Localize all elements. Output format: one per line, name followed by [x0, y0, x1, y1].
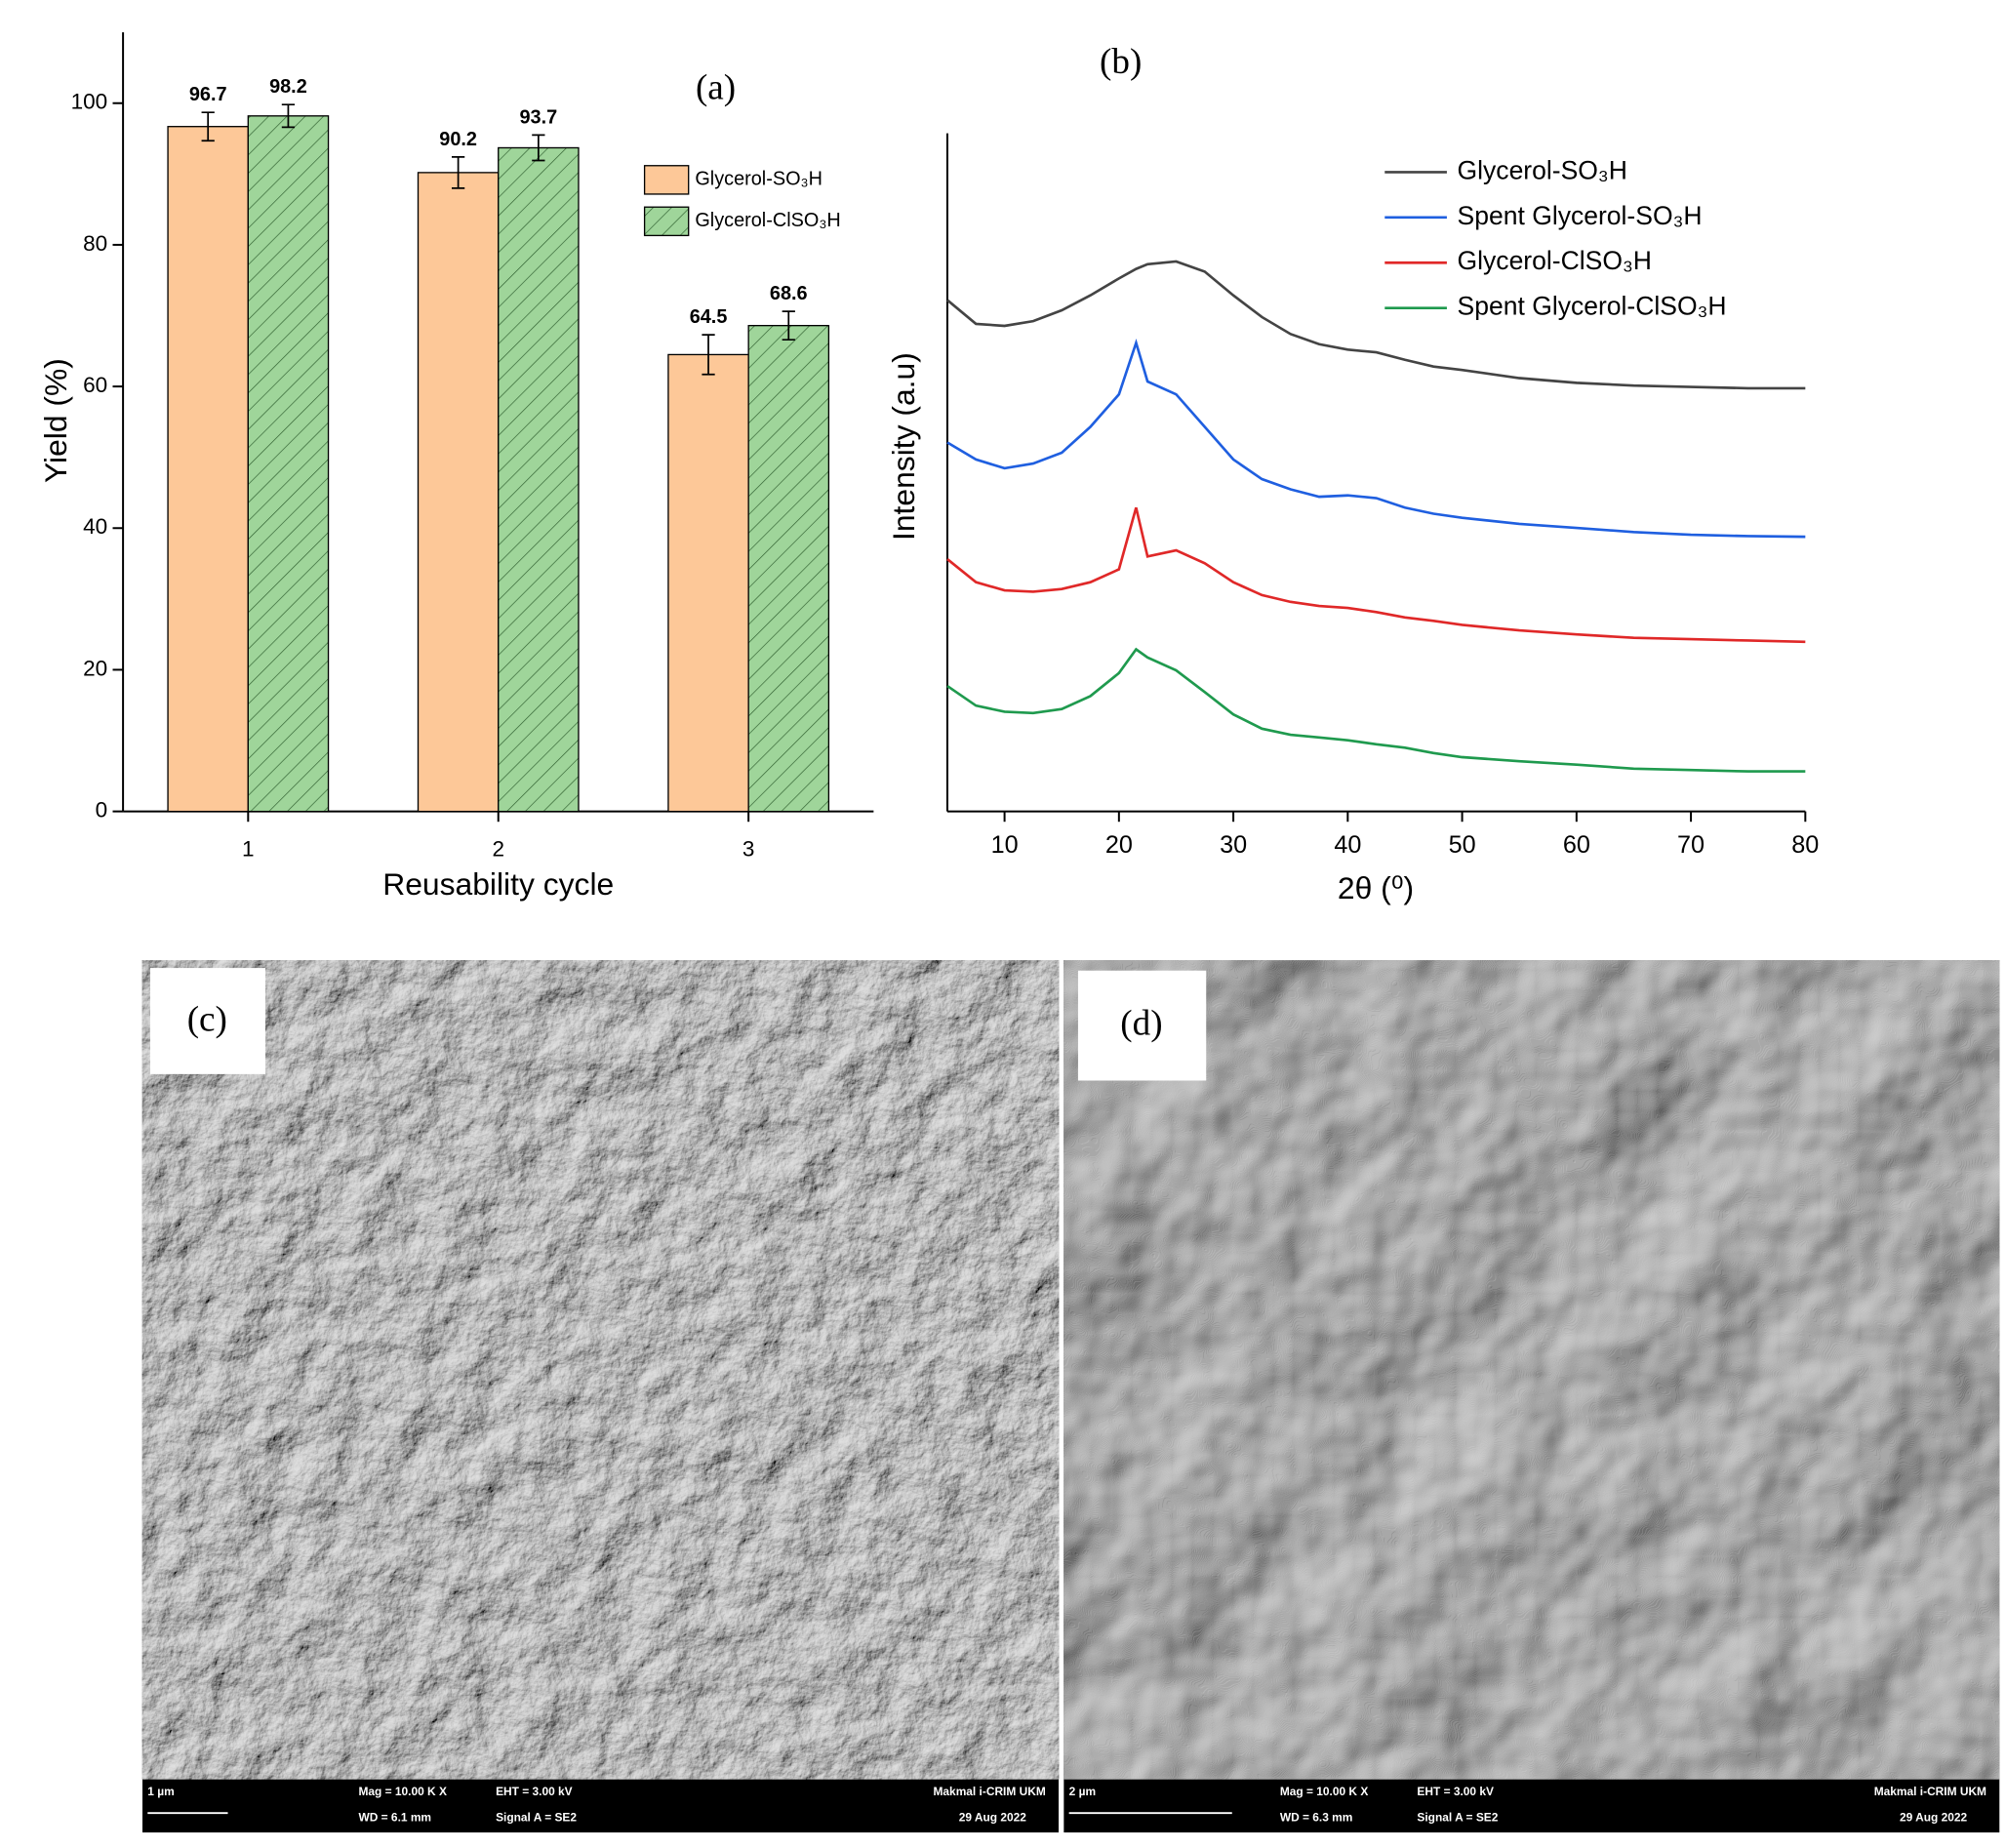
- legend-label: Glycerol-ClSO₃H: [695, 210, 840, 231]
- line-series: [946, 647, 1806, 773]
- bar: [167, 126, 249, 813]
- panel-label: (c): [187, 999, 227, 1039]
- value-label: 64.5: [690, 306, 728, 328]
- x-tick-label: 20: [1105, 831, 1133, 859]
- error-bar: [782, 310, 795, 341]
- y-tick-label: 80: [83, 231, 107, 256]
- info-bar: [141, 1779, 1060, 1833]
- x-tick-label: 3: [742, 836, 755, 861]
- sem-image: [141, 960, 1060, 1780]
- info-text: 29 Aug 2022: [959, 1811, 1027, 1825]
- info-text: EHT = 3.00 kV: [496, 1785, 573, 1798]
- info-text: EHT = 3.00 kV: [1417, 1785, 1494, 1798]
- x-tick-label: 2: [492, 836, 504, 861]
- legend-label: Glycerol-SO₃H: [695, 169, 822, 190]
- x-tick-label: 70: [1677, 831, 1705, 859]
- error-bar: [451, 156, 465, 189]
- value-label: 93.7: [520, 106, 558, 128]
- y-axis-label: Intensity (a.u): [886, 352, 921, 541]
- info-text: Mag = 10.00 K X: [1280, 1785, 1368, 1798]
- x-tick-label: 50: [1449, 831, 1476, 859]
- line-series: [946, 338, 1806, 539]
- legend-swatch: [643, 206, 690, 237]
- error-bar: [532, 134, 545, 162]
- legend-label: Spent Glycerol-SO₃H: [1458, 201, 1703, 230]
- x-tick-label: 80: [1791, 831, 1819, 859]
- error-bar: [201, 111, 215, 142]
- x-axis-label: 2θ (⁰): [1338, 870, 1414, 905]
- info-text: Mag = 10.00 K X: [358, 1785, 446, 1798]
- panel-label: (b): [1100, 42, 1142, 82]
- y-axis-label: Yield (%): [38, 358, 73, 483]
- legend-label: Spent Glycerol-ClSO₃H: [1458, 292, 1727, 321]
- value-label: 68.6: [770, 283, 808, 304]
- bar: [667, 353, 749, 813]
- sem-image: [1063, 960, 2000, 1780]
- x-tick-label: 40: [1334, 831, 1361, 859]
- info-text: Makmal i-CRIM UKM: [1874, 1785, 1986, 1798]
- y-tick-label: 100: [71, 90, 108, 114]
- y-tick-label: 60: [83, 373, 107, 397]
- bar: [417, 172, 500, 813]
- scale-label: 1 µm: [147, 1785, 174, 1798]
- x-tick-label: 10: [991, 831, 1019, 859]
- error-bar: [702, 334, 715, 376]
- line-series: [946, 260, 1806, 390]
- info-bar: [1063, 1779, 2000, 1833]
- panel-label: (a): [696, 67, 736, 107]
- line-series: [946, 506, 1806, 644]
- bar: [247, 115, 330, 813]
- info-text: Makmal i-CRIM UKM: [934, 1785, 1046, 1798]
- label-box: [149, 968, 265, 1074]
- value-label: 96.7: [189, 84, 227, 105]
- legend-swatch: [643, 165, 690, 195]
- y-tick-label: 40: [83, 514, 107, 539]
- scale-label: 2 µm: [1069, 1785, 1096, 1798]
- x-tick-label: 1: [242, 836, 255, 861]
- value-label: 90.2: [439, 129, 477, 150]
- label-box: [1077, 970, 1207, 1081]
- x-axis-label: Reusability cycle: [382, 866, 614, 902]
- legend-label: Glycerol-ClSO₃H: [1458, 246, 1652, 275]
- info-text: WD = 6.3 mm: [1280, 1811, 1353, 1825]
- x-tick-label: 60: [1563, 831, 1590, 859]
- info-text: Signal A = SE2: [1417, 1811, 1498, 1825]
- y-tick-label: 20: [83, 656, 107, 680]
- y-tick-label: 0: [96, 798, 108, 823]
- error-bar: [281, 103, 296, 129]
- info-text: Signal A = SE2: [496, 1811, 577, 1825]
- panel-label: (d): [1120, 1003, 1162, 1043]
- info-text: WD = 6.1 mm: [358, 1811, 431, 1825]
- bar: [498, 146, 580, 813]
- info-text: 29 Aug 2022: [1900, 1811, 1968, 1825]
- bar: [747, 325, 830, 813]
- value-label: 98.2: [269, 76, 307, 98]
- legend-label: Glycerol-SO₃H: [1458, 155, 1627, 184]
- x-tick-label: 30: [1220, 831, 1247, 859]
